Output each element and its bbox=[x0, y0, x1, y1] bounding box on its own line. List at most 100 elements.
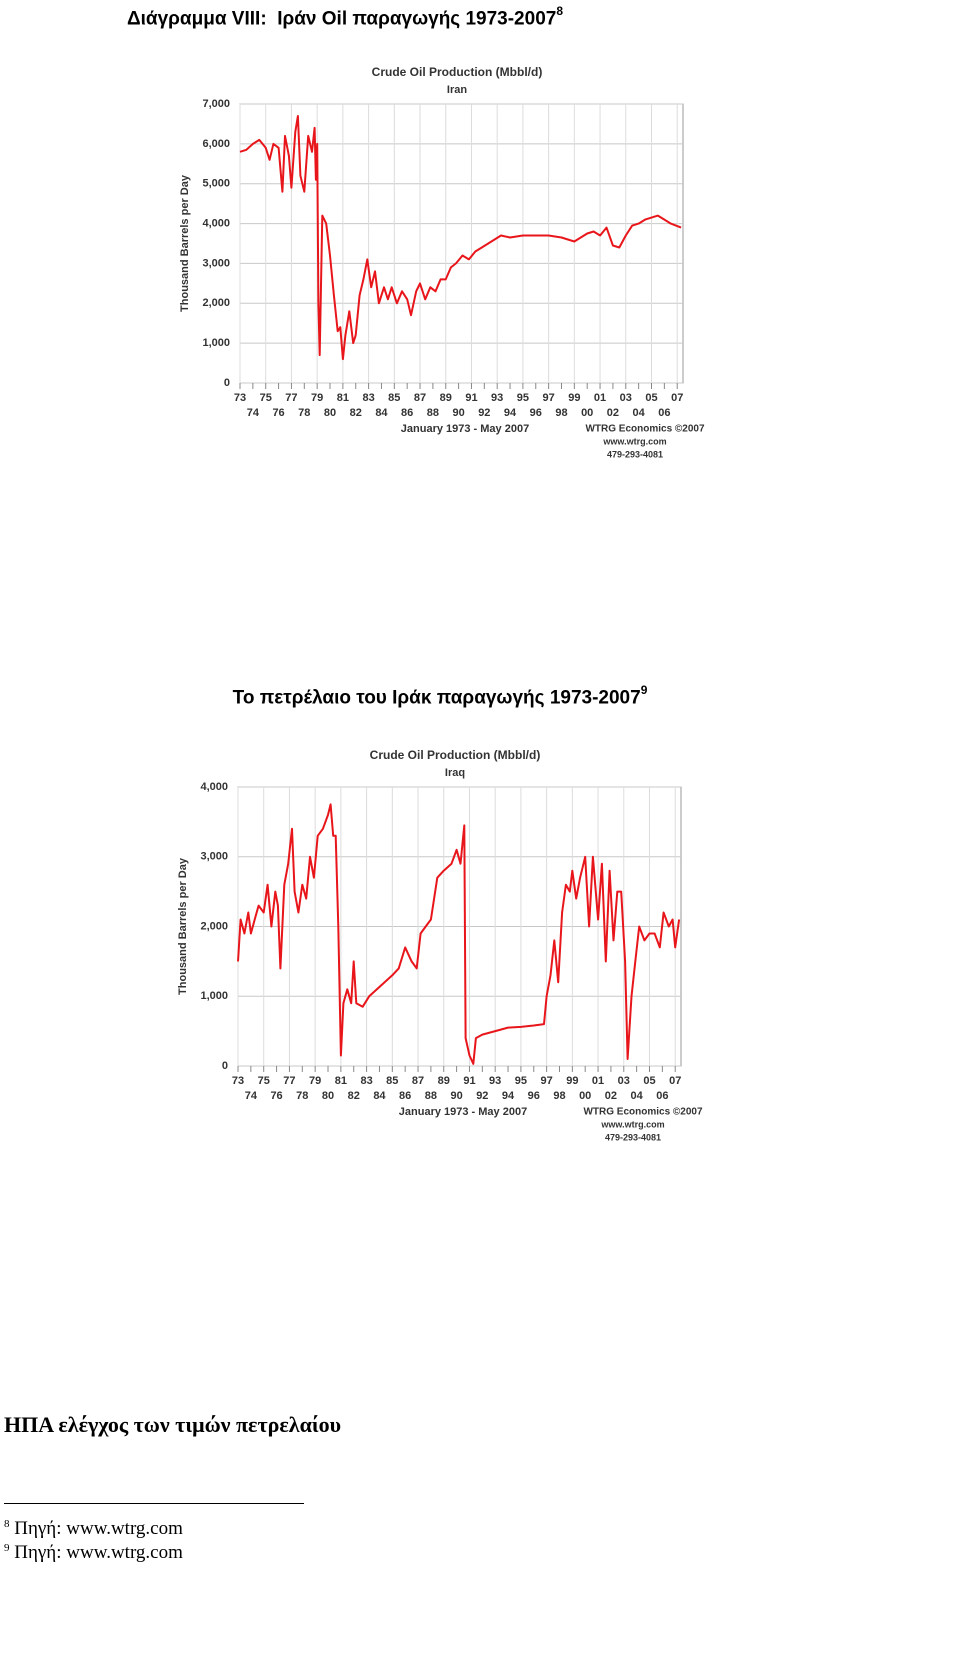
x-tick-label: 96 bbox=[530, 407, 542, 419]
x-tick-label: 02 bbox=[607, 407, 619, 419]
chart-subtitle: Iraq bbox=[445, 767, 465, 779]
x-tick-label: 96 bbox=[528, 1090, 540, 1102]
credit: WTRG Economics ©2007 bbox=[585, 424, 705, 435]
data-line bbox=[237, 803, 681, 1065]
y-tick-label: 5,000 bbox=[202, 178, 230, 190]
heading: Διάγραμμα VIII: Ιράν Oil παραγωγής 1973-… bbox=[0, 4, 690, 30]
x-tick-label: 03 bbox=[618, 1075, 630, 1087]
x-tick-label: 78 bbox=[296, 1090, 308, 1102]
chart-title: Crude Oil Production (Mbbl/d) bbox=[372, 65, 543, 79]
y-tick-label: 1,000 bbox=[200, 990, 228, 1002]
x-tick-label: 97 bbox=[540, 1075, 552, 1087]
credit: 479-293-4081 bbox=[607, 449, 663, 459]
x-tick-label: 73 bbox=[234, 392, 246, 404]
x-tick-label: 82 bbox=[350, 407, 362, 419]
footnote: 9 Πηγή: www.wtrg.com bbox=[4, 1542, 183, 1564]
x-tick-label: 90 bbox=[452, 407, 464, 419]
x-tick-label: 95 bbox=[517, 392, 529, 404]
footnote-ref: 9 bbox=[640, 683, 648, 697]
x-tick-label: 03 bbox=[620, 392, 632, 404]
x-tick-label: 82 bbox=[348, 1090, 360, 1102]
x-axis-label: January 1973 - May 2007 bbox=[399, 1106, 527, 1118]
x-tick-label: 83 bbox=[360, 1075, 372, 1087]
footnote-text: Πηγή: www.wtrg.com bbox=[14, 1518, 183, 1539]
y-axis-label: Thousand Barrels per Day bbox=[177, 857, 189, 995]
plot-area bbox=[239, 103, 684, 384]
x-tick-label: 88 bbox=[425, 1090, 437, 1102]
x-tick-label: 76 bbox=[270, 1090, 282, 1102]
x-tick-label: 99 bbox=[568, 392, 580, 404]
footnote-number: 9 bbox=[4, 1542, 10, 1554]
x-tick-label: 76 bbox=[272, 407, 284, 419]
x-tick-label: 90 bbox=[450, 1090, 462, 1102]
heading: Το πετρέλαιο του Ιράκ παραγωγής 1973-200… bbox=[0, 683, 880, 709]
section-heading: ΗΠΑ ελέγχος των τιμών πετρελαίου bbox=[4, 1412, 342, 1437]
x-tick-label: 74 bbox=[247, 407, 260, 419]
x-tick-label: 87 bbox=[412, 1075, 424, 1087]
credit: WTRG Economics ©2007 bbox=[583, 1107, 703, 1118]
x-tick-label: 91 bbox=[463, 1075, 475, 1087]
x-tick-label: 92 bbox=[476, 1090, 488, 1102]
x-tick-label: 81 bbox=[335, 1075, 347, 1087]
y-tick-label: 3,000 bbox=[200, 851, 228, 863]
x-tick-label: 04 bbox=[631, 1090, 644, 1102]
x-tick-label: 97 bbox=[542, 392, 554, 404]
x-tick-label: 01 bbox=[594, 392, 606, 404]
x-tick-label: 94 bbox=[502, 1090, 515, 1102]
chart-title: Crude Oil Production (Mbbl/d) bbox=[370, 748, 541, 762]
x-tick-label: 01 bbox=[592, 1075, 604, 1087]
y-tick-label: 4,000 bbox=[200, 781, 228, 793]
y-tick-label: 4,000 bbox=[202, 217, 230, 229]
data-line bbox=[239, 115, 682, 361]
y-tick-label: 0 bbox=[224, 377, 230, 389]
footnote-text: Πηγή: www.wtrg.com bbox=[14, 1542, 183, 1563]
footnote-ref: 8 bbox=[556, 4, 564, 18]
x-tick-label: 87 bbox=[414, 392, 426, 404]
x-tick-label: 78 bbox=[298, 407, 310, 419]
x-tick-label: 93 bbox=[489, 1075, 501, 1087]
chart: Crude Oil Production (Mbbl/d) Iran Thousan… bbox=[165, 55, 715, 470]
y-tick-label: 0 bbox=[222, 1060, 228, 1072]
x-tick-label: 06 bbox=[658, 407, 670, 419]
y-tick-label: 7,000 bbox=[202, 98, 230, 110]
footnote-number: 8 bbox=[4, 1518, 10, 1530]
x-tick-label: 07 bbox=[671, 392, 683, 404]
x-tick-label: 83 bbox=[362, 392, 374, 404]
x-tick-label: 91 bbox=[465, 392, 477, 404]
x-tick-label: 85 bbox=[388, 392, 400, 404]
y-tick-label: 1,000 bbox=[202, 337, 230, 349]
x-tick-label: 92 bbox=[478, 407, 490, 419]
y-tick-label: 2,000 bbox=[202, 297, 230, 309]
x-tick-label: 74 bbox=[245, 1090, 258, 1102]
x-tick-label: 86 bbox=[399, 1090, 411, 1102]
x-tick-label: 06 bbox=[656, 1090, 668, 1102]
heading-text: Διάγραμμα VIII: Ιράν Oil παραγωγής 1973-… bbox=[126, 8, 557, 30]
x-tick-label: 89 bbox=[440, 392, 452, 404]
x-tick-label: 81 bbox=[337, 392, 349, 404]
chart: Crude Oil Production (Mbbl/d) Iraq Thousan… bbox=[163, 738, 713, 1153]
x-tick-label: 99 bbox=[566, 1075, 578, 1087]
x-tick-label: 86 bbox=[401, 407, 413, 419]
y-tick-label: 3,000 bbox=[202, 257, 230, 269]
x-tick-label: 85 bbox=[386, 1075, 398, 1087]
credit: www.wtrg.com bbox=[600, 1119, 664, 1129]
x-tick-label: 94 bbox=[504, 407, 517, 419]
x-tick-label: 73 bbox=[232, 1075, 244, 1087]
x-tick-label: 95 bbox=[515, 1075, 527, 1087]
y-tick-label: 6,000 bbox=[202, 138, 230, 150]
x-tick-label: 75 bbox=[260, 392, 272, 404]
x-tick-label: 89 bbox=[438, 1075, 450, 1087]
y-tick-label: 2,000 bbox=[200, 920, 228, 932]
x-tick-label: 04 bbox=[633, 407, 646, 419]
x-tick-label: 75 bbox=[258, 1075, 270, 1087]
y-axis-label: Thousand Barrels per Day bbox=[179, 174, 191, 312]
x-tick-label: 98 bbox=[555, 407, 567, 419]
x-tick-label: 84 bbox=[373, 1090, 386, 1102]
x-tick-label: 77 bbox=[283, 1075, 295, 1087]
x-tick-label: 84 bbox=[375, 407, 388, 419]
footnote-rule bbox=[4, 1503, 304, 1504]
x-tick-label: 79 bbox=[309, 1075, 321, 1087]
chart-subtitle: Iran bbox=[447, 84, 467, 96]
x-tick-label: 02 bbox=[605, 1090, 617, 1102]
